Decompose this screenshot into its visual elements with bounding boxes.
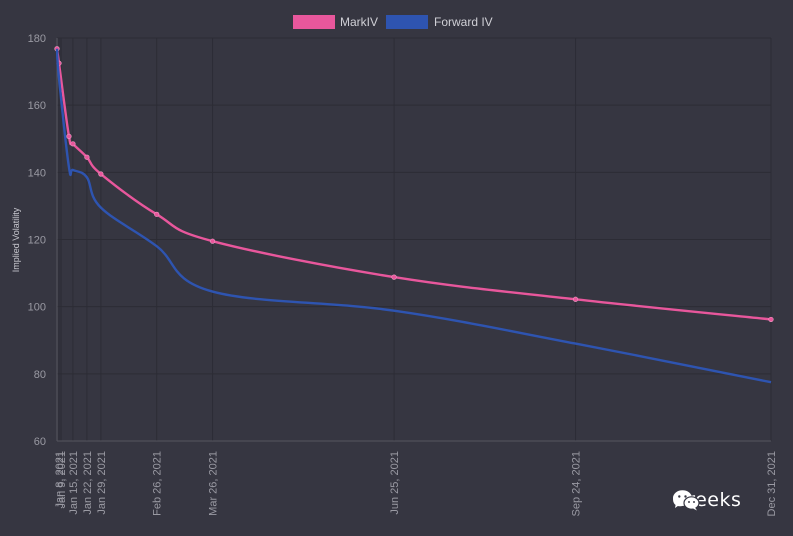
series-line-0	[55, 48, 772, 321]
y-tick-label: 160	[28, 100, 46, 112]
series-line-1	[55, 48, 772, 384]
series-lines	[54, 46, 774, 384]
x-tick-label: Jan 22, 2021	[82, 451, 94, 515]
data-point[interactable]	[84, 154, 90, 160]
data-point[interactable]	[209, 238, 216, 244]
data-point[interactable]	[391, 274, 397, 280]
y-axis-title: Implied Volatility	[11, 207, 21, 272]
legend-label: Forward IV	[434, 15, 493, 29]
legend-item-0[interactable]: MarkIV	[293, 15, 378, 29]
x-tick-label: Feb 26, 2021	[152, 451, 164, 516]
wechat-icon	[673, 490, 700, 511]
x-tick-label: Jan 29, 2021	[96, 451, 108, 515]
legend-swatch	[293, 15, 335, 29]
x-tick-label: Sep 24, 2021	[571, 451, 583, 516]
x-tick-label: Jan 9, 2021	[56, 451, 68, 509]
grid	[57, 37, 772, 442]
watermark: Greeks	[672, 489, 741, 511]
data-point[interactable]	[98, 171, 104, 177]
y-tick-label: 60	[34, 436, 46, 448]
y-tick-label: 140	[28, 167, 46, 179]
y-tick-label: 120	[28, 235, 46, 247]
data-point[interactable]	[768, 316, 774, 323]
x-tick-label: Jan 15, 2021	[68, 451, 80, 515]
data-point[interactable]	[70, 141, 76, 147]
x-tick-label: Jun 25, 2021	[389, 451, 401, 515]
data-point[interactable]	[154, 211, 160, 217]
data-point[interactable]	[66, 133, 72, 139]
legend-item-1[interactable]: Forward IV	[386, 15, 493, 29]
legend[interactable]: MarkIV Forward IV	[293, 15, 493, 29]
legend-label: MarkIV	[340, 15, 378, 29]
legend-swatch	[386, 15, 428, 29]
x-tick-label: Dec 31, 2021	[766, 451, 778, 516]
x-tick-label: Mar 26, 2021	[208, 451, 220, 516]
y-tick-label: 100	[28, 302, 46, 314]
x-tick-label: Jan 8, 2021	[54, 451, 66, 509]
y-tick-label: 180	[28, 33, 46, 45]
y-tick-label: 80	[34, 369, 46, 381]
data-point[interactable]	[572, 296, 579, 302]
